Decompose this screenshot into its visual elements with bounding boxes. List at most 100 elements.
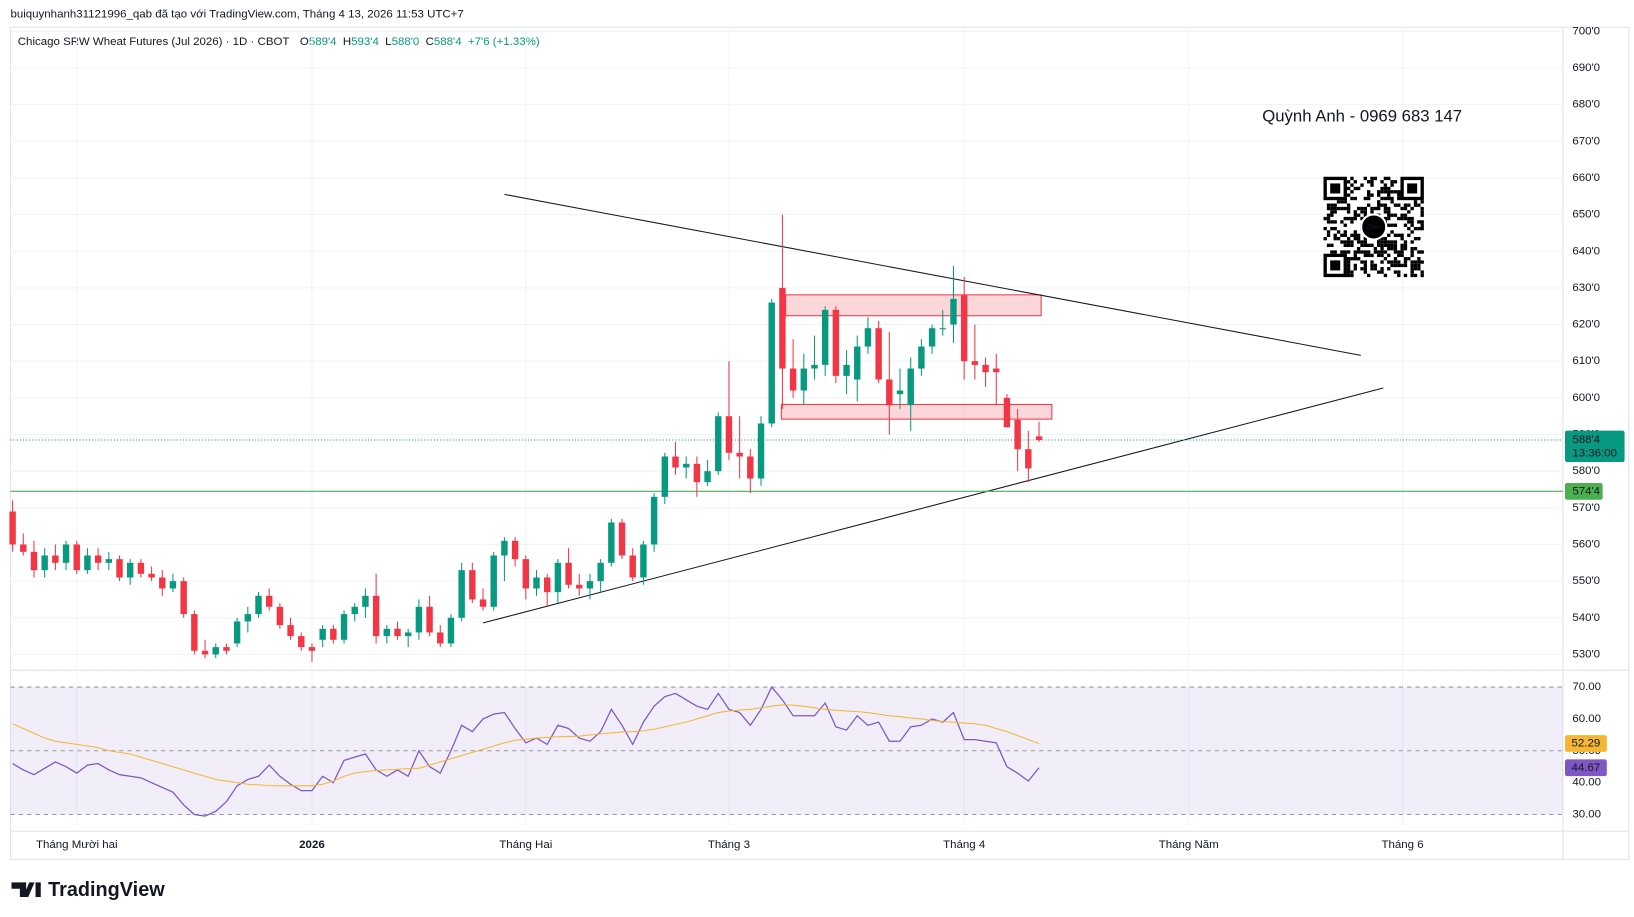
qr-cell: [1363, 236, 1367, 241]
qr-cell: [1343, 250, 1347, 254]
y-tick-label: 550'0: [1572, 575, 1600, 587]
qr-cell: [1413, 273, 1418, 278]
rsi-value-badge: [1565, 759, 1607, 777]
candle-body: [747, 456, 754, 479]
qr-watermark: Quỳnh Anh - 0969 683 147 Zalo: [1262, 107, 1462, 278]
qr-finder: [1400, 176, 1424, 201]
y-tick-label: 530'0: [1572, 648, 1600, 660]
qr-cell: [1393, 247, 1398, 251]
candle-body: [244, 614, 252, 622]
qr-cell: [1353, 186, 1357, 191]
qr-cell: [1390, 223, 1394, 227]
candle-body: [736, 452, 743, 457]
qr-cell: [1333, 236, 1337, 241]
rsi-value-badge: [1565, 735, 1607, 752]
qr-cell: [1343, 216, 1347, 221]
qr-cell: [1383, 250, 1388, 254]
qr-cell: [1333, 226, 1337, 231]
ohlc-key: H: [343, 36, 351, 48]
y-tick-label: 670'0: [1572, 135, 1600, 147]
qr-cell: [1397, 263, 1401, 268]
qr-cell: [1417, 250, 1421, 254]
qr-cell: [1346, 267, 1351, 271]
qr-cell: [1370, 267, 1374, 271]
qr-cell: [1326, 203, 1331, 207]
qr-cell: [1393, 223, 1398, 227]
candle-body: [779, 287, 786, 369]
qr-finder: [1323, 253, 1347, 278]
qr-cell: [1360, 250, 1364, 254]
qr-cell: [1346, 193, 1351, 197]
qr-cell: [1387, 210, 1391, 214]
qr-cell: [1330, 203, 1334, 207]
qr-cell: [1417, 263, 1421, 268]
candle-body: [832, 309, 840, 376]
qr-cell: [1350, 270, 1354, 274]
qr-cell: [1330, 220, 1334, 224]
qr-cell: [1393, 240, 1398, 244]
candle-body: [180, 581, 187, 615]
qr-cell: [1373, 267, 1378, 271]
qr-cell: [1353, 230, 1357, 234]
qr-cell: [1410, 240, 1414, 244]
candle-body: [126, 562, 134, 578]
qr-cell: [1400, 250, 1404, 254]
qr-cell: [1356, 206, 1361, 211]
y-tick-label: 580'0: [1572, 465, 1600, 477]
qr-cell: [1390, 247, 1394, 251]
candle-body: [255, 595, 262, 615]
x-tick-label: Tháng 4: [943, 839, 986, 851]
qr-cell: [1403, 216, 1408, 221]
candle-body: [565, 562, 572, 585]
qr-cell: [1420, 250, 1424, 254]
qr-cell: [1387, 176, 1391, 181]
ohlc-key: L: [385, 36, 391, 48]
qr-cell: [1413, 263, 1418, 268]
qr-cell: [1383, 236, 1388, 241]
qr-cell: [1353, 216, 1357, 221]
qr-cell: [1393, 213, 1398, 217]
credit: buiquynhanh31121996_qab đã tạo với Tradi…: [10, 9, 463, 21]
qr-cell: [1353, 250, 1357, 254]
qr-cell: [1380, 186, 1384, 191]
candle-body: [447, 617, 455, 644]
qr-cell: [1340, 206, 1344, 211]
watermark-title: Quỳnh Anh - 0969 683 147: [1262, 107, 1462, 126]
qr-cell: [1380, 270, 1384, 274]
qr-cell: [1343, 233, 1347, 237]
y-tick-label: 540'0: [1572, 612, 1600, 624]
candle-body: [982, 364, 989, 373]
qr-cell: [1390, 263, 1394, 268]
qr-cell: [1363, 240, 1367, 244]
candle-body: [789, 368, 797, 391]
candle-body: [308, 647, 316, 651]
qr-cell: [1343, 243, 1347, 248]
y-tick-label: 690'0: [1572, 62, 1600, 74]
logo-text: TradingView: [48, 879, 165, 901]
candle-body: [1025, 449, 1032, 469]
qr-cell: [1346, 260, 1351, 264]
qr-cell: [1400, 243, 1404, 248]
qr-cell: [1387, 267, 1391, 271]
qr-cell: [1390, 180, 1394, 184]
candle-body: [201, 650, 209, 655]
candle-body: [276, 606, 284, 626]
last-price-badge: [1565, 430, 1625, 462]
rsi-tick-label: 60.00: [1572, 713, 1601, 725]
qr-cell: [1397, 216, 1401, 221]
candle-body: [725, 416, 733, 453]
qr-cell: [1346, 210, 1351, 214]
qr-cell: [1350, 233, 1354, 237]
qr-cell: [1403, 263, 1408, 268]
candle-body: [490, 555, 497, 607]
qr-cell: [1366, 250, 1371, 254]
candle-body: [608, 522, 615, 563]
qr-cell: [1383, 240, 1388, 244]
level-badge: [1565, 482, 1603, 500]
qr-cell: [1393, 260, 1398, 264]
qr-cell: [1390, 260, 1394, 264]
candle-body: [875, 328, 882, 380]
qr-cell: [1407, 216, 1411, 221]
qr-cell: [1350, 216, 1354, 221]
qr-cell: [1410, 253, 1414, 258]
